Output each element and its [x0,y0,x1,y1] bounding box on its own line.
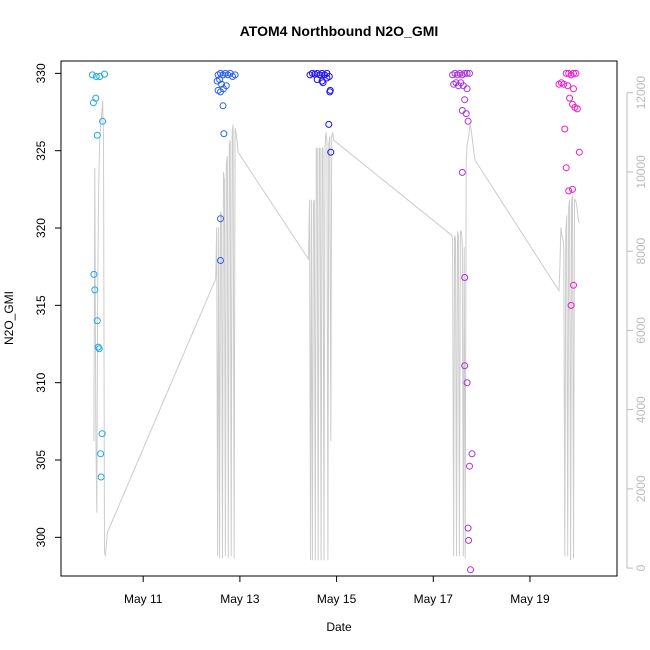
data-point [101,70,108,78]
data-point [217,215,224,223]
y-tick-label: 300 [34,527,48,547]
data-point [326,86,334,94]
data-point [97,473,105,481]
data-point [219,102,227,110]
data-point [464,524,472,532]
data-point [458,107,466,114]
data-point [220,130,228,138]
y-tick-label: 305 [34,450,48,470]
data-point [461,362,469,370]
data-point [93,317,101,325]
data-point [92,94,100,102]
y-tick-label: 325 [34,140,48,160]
data-point [569,185,576,193]
data-point [461,69,469,77]
data-point [570,281,577,289]
data-point [92,73,100,80]
data-point [95,345,103,353]
data-point [461,274,469,281]
data-point [463,379,471,387]
data-point [567,301,575,309]
y-tick-label: 330 [34,63,48,83]
data-point [466,69,473,77]
data-point [467,566,474,574]
data-point [97,450,105,458]
x-tick-label: May 15 [317,592,357,606]
data-point [325,120,333,128]
y-tick-label: 320 [34,218,48,238]
data-point [458,168,466,176]
data-point [570,85,577,93]
data-point [231,71,239,79]
data-point [466,462,473,470]
data-point [323,74,331,82]
data-point [462,110,470,118]
data-point [217,257,224,264]
y-axis: 300 305 310 315 320 325 330 [34,63,61,547]
plot-area [88,69,583,574]
y2-tick-label: 6000 [634,317,648,344]
data-point [561,125,569,133]
data-point [91,286,99,294]
y-axis-label: N2O_GMI [2,291,16,345]
data-point [319,79,327,87]
data-point [463,69,471,77]
data-point [93,131,101,139]
data-point [575,148,583,156]
data-point [566,94,574,102]
data-point [94,343,102,351]
altitude-line [93,100,580,561]
y2-tick-label: 10000 [634,155,648,189]
x-tick-label: May 13 [220,592,260,606]
data-point [217,88,224,96]
data-point [327,148,335,156]
data-point [468,450,476,458]
data-point [99,117,107,125]
data-point [573,105,581,113]
data-point [461,96,469,104]
chart-title: ATOM4 Northbound N2O_GMI [240,23,439,39]
data-point [222,82,230,90]
data-point [464,117,472,125]
data-point [313,76,321,84]
data-point [98,430,106,438]
data-point [570,69,577,77]
data-point [572,69,580,77]
y2-tick-label: 12000 [634,76,648,110]
data-point [562,69,570,77]
x-tick-label: May 19 [510,592,550,606]
data-point [562,164,570,172]
data-point [463,85,471,93]
y2-tick-label: 0 [634,564,648,571]
data-point [88,71,96,79]
x-tick-label: May 11 [124,592,163,606]
y2-tick-label: 8000 [634,237,648,264]
y2-tick-label: 4000 [634,396,648,423]
secondary-line-series [93,100,580,561]
y2-tick-label: 2000 [634,475,648,502]
x-axis-label: Date [326,620,352,634]
data-point [465,536,473,544]
x-tick-label: May 17 [414,592,454,606]
y-tick-label: 315 [34,295,48,315]
scatter-points [88,69,583,574]
y-tick-label: 310 [34,372,48,392]
data-point [560,80,568,88]
plot-frame [60,60,618,577]
data-point [564,82,572,90]
data-point [565,187,573,195]
data-point [218,80,225,88]
data-point [216,76,224,84]
data-point [90,270,98,278]
y2-axis: 0 2000 4000 6000 8000 10000 12000 [626,76,648,571]
x-axis: May 11 May 13 May 15 May 17 May 19 [124,576,550,606]
